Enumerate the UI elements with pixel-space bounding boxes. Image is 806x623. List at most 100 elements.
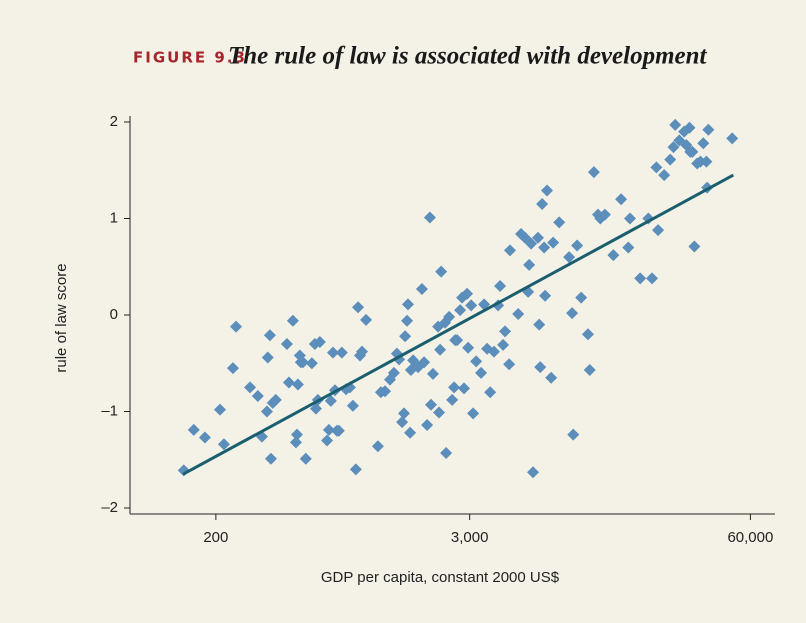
y-tick-label: –2	[101, 499, 118, 516]
point	[321, 434, 334, 447]
point	[575, 291, 588, 304]
point	[553, 216, 566, 229]
point	[443, 310, 456, 323]
point	[226, 362, 239, 375]
point	[623, 212, 636, 225]
point	[286, 314, 299, 327]
point	[269, 393, 282, 406]
x-tick-label: 60,000	[727, 529, 773, 546]
point	[494, 280, 507, 293]
point	[421, 419, 434, 432]
point	[461, 287, 474, 300]
point	[475, 366, 488, 379]
point	[541, 184, 554, 197]
point	[187, 423, 200, 436]
point	[547, 236, 560, 249]
x-tick-label: 3,000	[451, 529, 489, 546]
point	[415, 282, 428, 295]
point	[289, 436, 302, 449]
point	[352, 301, 365, 314]
point	[230, 320, 243, 333]
point	[650, 161, 663, 174]
point	[702, 123, 715, 136]
point	[346, 399, 359, 412]
point	[399, 330, 412, 343]
point	[484, 386, 497, 399]
point	[726, 132, 739, 145]
point	[688, 240, 701, 253]
point	[607, 249, 620, 262]
point	[418, 356, 431, 369]
point	[282, 376, 295, 389]
point	[280, 337, 293, 350]
point	[446, 393, 459, 406]
point	[503, 244, 516, 257]
point	[539, 289, 552, 302]
y-axis-label: rule of law score	[53, 263, 70, 372]
point	[434, 343, 447, 356]
point	[465, 299, 478, 312]
x-tick-label: 200	[203, 529, 228, 546]
point	[646, 272, 659, 285]
point	[396, 416, 409, 429]
point	[686, 145, 699, 158]
point	[349, 463, 362, 476]
point	[525, 237, 538, 250]
point	[545, 371, 558, 384]
point	[426, 367, 439, 380]
point	[371, 440, 384, 453]
y-tick-label: –1	[101, 402, 118, 419]
point	[327, 346, 340, 359]
point	[423, 211, 436, 224]
point	[470, 355, 483, 368]
point	[244, 381, 257, 394]
point	[462, 341, 475, 354]
point	[667, 141, 680, 154]
point	[523, 258, 536, 271]
point	[587, 166, 600, 179]
point	[583, 364, 596, 377]
point	[335, 346, 348, 359]
point	[217, 438, 230, 451]
point	[566, 307, 579, 320]
point	[503, 358, 516, 371]
point	[615, 193, 628, 206]
point	[678, 125, 691, 138]
point	[581, 328, 594, 341]
point	[291, 378, 304, 391]
point	[458, 382, 471, 395]
point	[387, 366, 400, 379]
trend-line	[182, 173, 735, 476]
point	[451, 334, 464, 347]
point	[296, 356, 309, 369]
point	[322, 423, 335, 436]
chart-title: The rule of law is associated with devel…	[228, 43, 708, 70]
point	[263, 329, 276, 342]
point	[454, 304, 467, 317]
point	[290, 428, 303, 441]
point	[401, 298, 414, 311]
point	[448, 381, 461, 394]
point	[332, 424, 345, 437]
point	[567, 428, 580, 441]
point	[697, 137, 710, 150]
point	[669, 118, 682, 131]
point	[683, 121, 696, 134]
point	[264, 452, 277, 465]
point	[658, 169, 671, 182]
point	[425, 398, 438, 411]
point	[563, 251, 576, 264]
figure-label: FIGURE 9.3	[133, 49, 247, 67]
x-axis-label: GDP per capita, constant 2000 US$	[321, 569, 560, 586]
point	[533, 318, 546, 331]
point	[360, 313, 373, 326]
point	[213, 403, 226, 416]
y-tick-label: 0	[110, 306, 118, 323]
point	[435, 265, 448, 278]
point	[634, 272, 647, 285]
point	[299, 452, 312, 465]
point	[571, 239, 584, 252]
point	[305, 357, 318, 370]
point	[622, 241, 635, 254]
point	[401, 314, 414, 327]
